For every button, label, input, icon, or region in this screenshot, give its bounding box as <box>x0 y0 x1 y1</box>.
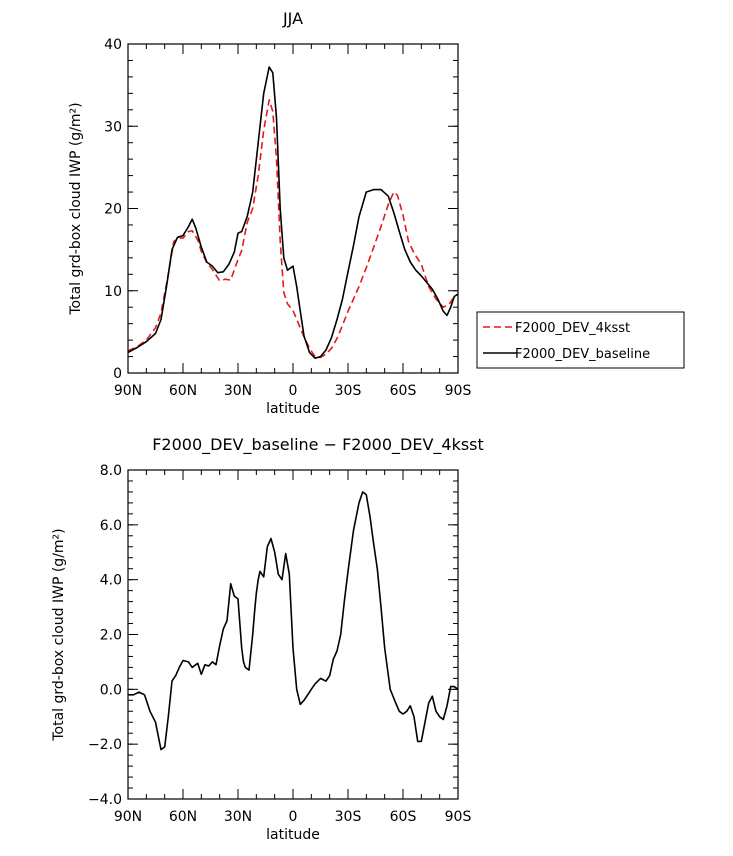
x-tick-label: 60N <box>169 383 197 399</box>
x-axis-label: latitude <box>266 827 320 843</box>
chart-title: JJA <box>282 9 303 28</box>
x-tick-label: 30N <box>224 809 252 825</box>
y-tick-label: 30 <box>104 119 122 135</box>
y-tick-label: 20 <box>104 202 122 218</box>
y-tick-label: 8.0 <box>100 463 122 479</box>
x-tick-label: 30S <box>335 809 362 825</box>
chart-2: F2000_DEV_baseline − F2000_DEV_4ksst 90N 6… <box>51 435 484 843</box>
y-axis-label: Total grd-box cloud IWP (g/m²) <box>51 528 67 741</box>
x-axis-label: latitude <box>266 401 320 417</box>
y-tick-label: 0.0 <box>100 682 122 698</box>
x-tick-label: 60S <box>390 809 417 825</box>
y-tick-label: −4.0 <box>88 792 122 808</box>
x-tick-label: 90S <box>445 809 472 825</box>
legend-entry-2: F2000_DEV_baseline <box>515 347 650 362</box>
series-line-1 <box>128 491 459 751</box>
y-tick-label: 4.0 <box>100 573 122 589</box>
x-tick-label: 90N <box>114 809 142 825</box>
x-tick-label: 30S <box>335 383 362 399</box>
plot-frame <box>127 43 459 374</box>
x-tick-label: 90S <box>445 383 472 399</box>
x-tick-label: 60N <box>169 809 197 825</box>
x-tick-label: 60S <box>390 383 417 399</box>
x-tick-label: 30N <box>224 383 252 399</box>
chart-1: JJA 90N 60N 30N 0 30S 60S 90S 0 10 20 30 40 latitude T… <box>68 9 685 417</box>
plot-frame <box>127 469 459 800</box>
y-tick-label: 0 <box>113 366 122 382</box>
x-tick-label: 0 <box>289 809 298 825</box>
legend-entry-1: F2000_DEV_4ksst <box>515 321 630 336</box>
y-tick-label: −2.0 <box>88 737 122 753</box>
legend-box <box>476 311 685 369</box>
x-tick-label: 0 <box>289 383 298 399</box>
y-axis-label: Total grd-box cloud IWP (g/m²) <box>68 102 84 315</box>
x-tick-label: 90N <box>114 383 142 399</box>
y-tick-label: 10 <box>104 284 122 300</box>
series-line-2 <box>127 66 459 359</box>
y-tick-label: 2.0 <box>100 628 122 644</box>
y-tick-label: 6.0 <box>100 518 122 534</box>
plots-layer: JJA 90N 60N 30N 0 30S 60S 90S 0 10 20 30 40 latitude T… <box>51 9 685 843</box>
y-tick-label: 40 <box>104 37 122 53</box>
chart-title: F2000_DEV_baseline − F2000_DEV_4ksst <box>152 435 484 455</box>
series-line-1 <box>127 99 459 359</box>
